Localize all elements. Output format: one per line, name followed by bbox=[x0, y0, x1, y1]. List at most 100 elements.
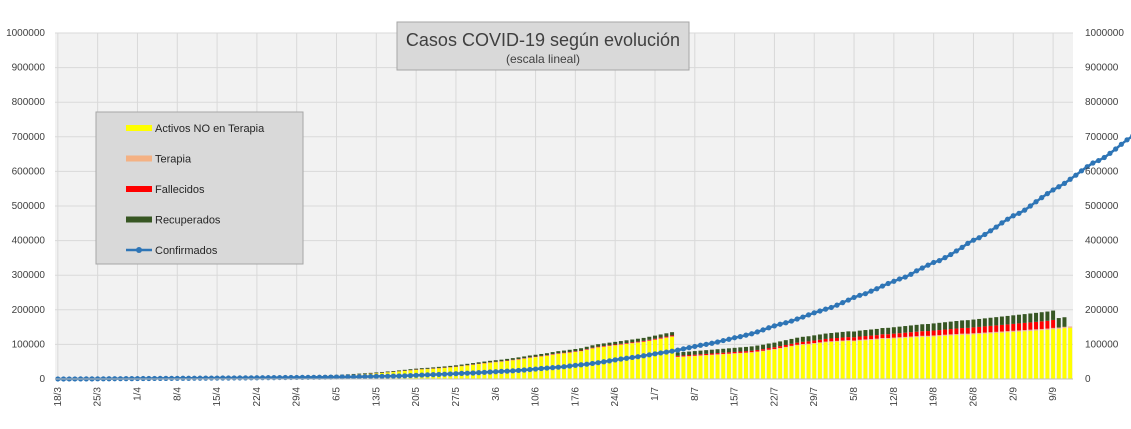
confirmados-point bbox=[686, 345, 692, 351]
confirmados-point bbox=[163, 375, 169, 381]
bar-recuperados bbox=[960, 320, 965, 329]
bar-activos-no-en-terapia bbox=[1022, 331, 1027, 379]
confirmados-point bbox=[424, 372, 431, 378]
bar-recuperados bbox=[510, 358, 515, 360]
bar-recuperados bbox=[675, 352, 680, 356]
bar-recuperados bbox=[567, 349, 572, 352]
bar-recuperados bbox=[823, 333, 828, 339]
confirmados-point bbox=[1033, 199, 1039, 205]
bar-recuperados bbox=[1034, 312, 1039, 322]
bar-recuperados bbox=[891, 327, 896, 334]
confirmados-point bbox=[220, 375, 226, 381]
legend-label: Confirmados bbox=[155, 245, 218, 257]
confirmados-point bbox=[680, 346, 687, 352]
x-tick-label: 29/4 bbox=[292, 387, 303, 407]
confirmados-point bbox=[555, 364, 561, 370]
bar-recuperados bbox=[1062, 317, 1067, 327]
bar-recuperados bbox=[431, 367, 436, 369]
bar-activos-no-en-terapia bbox=[732, 353, 737, 379]
bar-activos-no-en-terapia bbox=[795, 345, 800, 379]
x-tick-label: 20/5 bbox=[411, 387, 422, 407]
x-tick-label: 15/4 bbox=[212, 387, 223, 407]
confirmados-point bbox=[385, 373, 391, 379]
bar-recuperados bbox=[1045, 311, 1050, 321]
bar-recuperados bbox=[436, 366, 441, 368]
bar-recuperados bbox=[1051, 310, 1056, 320]
bar-recuperados bbox=[857, 330, 862, 337]
bar-terapia bbox=[954, 334, 959, 336]
bar-fallecidos bbox=[937, 330, 942, 336]
legend-label: Activos NO en Terapia bbox=[155, 123, 265, 135]
bar-fallecidos bbox=[914, 331, 919, 337]
bar-fallecidos bbox=[886, 334, 891, 338]
confirmados-point bbox=[356, 374, 362, 380]
bar-recuperados bbox=[761, 344, 766, 350]
confirmados-point bbox=[840, 300, 846, 306]
bar-recuperados bbox=[607, 342, 612, 346]
bar-activos-no-en-terapia bbox=[1056, 328, 1061, 379]
bar-fallecidos bbox=[675, 355, 680, 357]
confirmados-point bbox=[1101, 154, 1107, 161]
x-tick-label: 9/9 bbox=[1048, 387, 1059, 401]
confirmados-point bbox=[146, 375, 152, 382]
bar-recuperados bbox=[846, 331, 851, 338]
confirmados-point bbox=[720, 337, 726, 344]
bar-activos-no-en-terapia bbox=[647, 340, 652, 379]
bar-recuperados bbox=[408, 369, 413, 371]
bar-recuperados bbox=[812, 335, 817, 341]
confirmados-point bbox=[339, 374, 345, 380]
bar-recuperados bbox=[749, 346, 754, 351]
bar-recuperados bbox=[397, 370, 402, 372]
bar-activos-no-en-terapia bbox=[624, 344, 629, 379]
bar-fallecidos bbox=[948, 329, 953, 335]
y-tick-label-left: 500000 bbox=[12, 201, 46, 212]
confirmados-point bbox=[970, 237, 977, 243]
bar-fallecidos bbox=[709, 353, 714, 355]
bar-activos-no-en-terapia bbox=[908, 337, 913, 379]
bar-recuperados bbox=[914, 324, 919, 332]
bar-terapia bbox=[1051, 327, 1056, 330]
bar-recuperados bbox=[613, 341, 618, 345]
bar-recuperados bbox=[1022, 314, 1027, 323]
y-tick-label-right: 800000 bbox=[1085, 97, 1119, 108]
bar-recuperados bbox=[1011, 315, 1016, 324]
confirmados-point bbox=[646, 352, 652, 358]
confirmados-point bbox=[976, 235, 982, 241]
bar-recuperados bbox=[903, 326, 908, 333]
bar-terapia bbox=[880, 338, 885, 339]
confirmados-point bbox=[186, 375, 192, 381]
bar-recuperados bbox=[590, 345, 595, 348]
bar-recuperados bbox=[954, 321, 959, 329]
bar-recuperados bbox=[925, 324, 930, 332]
bar-recuperados bbox=[755, 345, 760, 350]
y-tick-label-left: 200000 bbox=[12, 305, 46, 316]
confirmados-point bbox=[902, 274, 908, 280]
bar-terapia bbox=[789, 345, 794, 347]
confirmados-point bbox=[1124, 137, 1130, 143]
confirmados-point bbox=[1107, 150, 1113, 156]
x-tick-label: 26/8 bbox=[968, 387, 979, 407]
bar-activos-no-en-terapia bbox=[982, 333, 987, 379]
x-tick-label: 12/8 bbox=[889, 387, 900, 407]
confirmados-point bbox=[578, 362, 584, 368]
bar-recuperados bbox=[533, 354, 538, 357]
bar-recuperados bbox=[653, 335, 657, 339]
bar-activos-no-en-terapia bbox=[1016, 331, 1021, 379]
bar-fallecidos bbox=[630, 342, 635, 344]
confirmados-point bbox=[834, 302, 840, 308]
confirmados-point bbox=[874, 286, 880, 292]
bar-terapia bbox=[732, 353, 737, 354]
bar-fallecidos bbox=[698, 354, 703, 356]
confirmados-point bbox=[993, 224, 999, 230]
bar-terapia bbox=[863, 339, 868, 341]
confirmados-point bbox=[1113, 146, 1119, 152]
bar-fallecidos bbox=[715, 353, 720, 355]
bar-activos-no-en-terapia bbox=[903, 337, 908, 379]
bar-recuperados bbox=[743, 346, 748, 352]
bar-activos-no-en-terapia bbox=[988, 333, 993, 379]
x-tick-label: 13/5 bbox=[371, 387, 382, 407]
bar-fallecidos bbox=[653, 338, 657, 340]
bar-fallecidos bbox=[817, 339, 822, 343]
confirmados-point bbox=[527, 366, 533, 373]
